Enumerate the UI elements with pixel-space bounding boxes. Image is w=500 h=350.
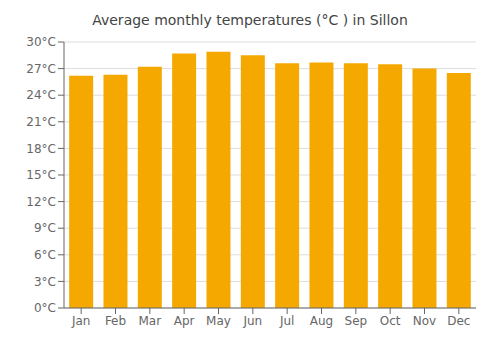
svg-text:Jan: Jan [71, 314, 91, 328]
svg-text:3°C: 3°C [34, 275, 56, 289]
svg-text:Dec: Dec [447, 314, 470, 328]
svg-text:Nov: Nov [413, 314, 436, 328]
svg-text:Jul: Jul [279, 314, 294, 328]
svg-text:Sep: Sep [345, 314, 368, 328]
html-text:Average monthly temperatures (: Average monthly temperatures (°C ) in Si… [92, 12, 408, 28]
svg-text:15°C: 15°C [26, 168, 56, 182]
svg-text:18°C: 18°C [26, 142, 56, 156]
svg-text:May: May [206, 314, 231, 328]
svg-text:Feb: Feb [105, 314, 126, 328]
svg-text:Oct: Oct [380, 314, 401, 328]
svg-text:0°C: 0°C [34, 301, 56, 315]
svg-text:21°C: 21°C [26, 115, 56, 129]
svg-text:12°C: 12°C [26, 195, 56, 209]
svg-text:Mar: Mar [139, 314, 162, 328]
svg-text:27°C: 27°C [26, 62, 56, 76]
svg-text:6°C: 6°C [34, 248, 56, 262]
svg-text:30°C: 30°C [26, 35, 56, 49]
svg-text:24°C: 24°C [26, 88, 56, 102]
svg-text:9°C: 9°C [34, 221, 56, 235]
svg-text:Aug: Aug [310, 314, 333, 328]
svg-text:Jun: Jun [242, 314, 262, 328]
svg-text:Apr: Apr [174, 314, 195, 328]
